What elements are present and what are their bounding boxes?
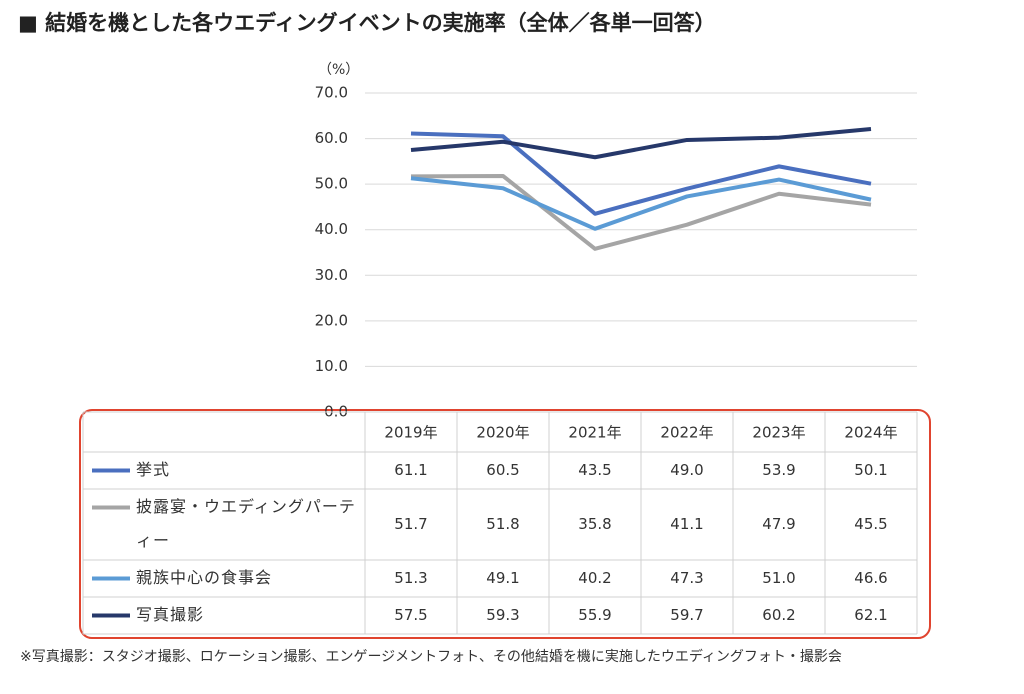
table-value: 46.6 — [854, 569, 887, 587]
table-value: 51.7 — [394, 515, 427, 533]
legend-label: 親族中心の食事会 — [136, 568, 273, 587]
series-line — [410, 176, 872, 231]
x-tick-label: 2020年 — [476, 424, 529, 442]
table-value: 51.8 — [486, 515, 519, 533]
x-tick-label: 2021年 — [568, 424, 621, 442]
table-value: 60.5 — [486, 461, 519, 479]
legend-cell: 親族中心の食事会 — [136, 568, 273, 587]
footnote: ※写真撮影：スタジオ撮影、ロケーション撮影、エンゲージメントフォト、その他結婚を… — [20, 648, 842, 665]
series-line — [410, 173, 872, 251]
y-tick-label: 30.0 — [315, 266, 348, 284]
y-tick-label: 60.0 — [315, 129, 348, 147]
legend-label: 披露宴・ウエディングパーティー — [136, 497, 356, 550]
legend-cell: 披露宴・ウエディングパーティー — [136, 497, 356, 550]
table-value: 61.1 — [394, 461, 427, 479]
y-axis-label: （%） — [318, 62, 359, 78]
y-tick-label: 20.0 — [315, 311, 348, 329]
table-value: 47.9 — [762, 515, 795, 533]
legend-cell: 写真撮影 — [136, 605, 205, 624]
table-value: 53.9 — [762, 461, 795, 479]
table-value: 43.5 — [578, 461, 611, 479]
table-value: 55.9 — [578, 606, 611, 624]
series-line — [410, 127, 872, 160]
legend-label: 挙式 — [136, 460, 171, 479]
highlight-frame — [79, 409, 931, 639]
table-value: 41.1 — [670, 515, 703, 533]
legend-label: 写真撮影 — [136, 605, 205, 624]
table-value: 59.3 — [486, 606, 519, 624]
y-tick-label: 70.0 — [315, 84, 348, 102]
table-value: 47.3 — [670, 569, 703, 587]
series-line — [410, 131, 872, 216]
chart-title: ■ 結婚を機とした各ウエディングイベントの実施率（全体／各単一回答） — [18, 11, 716, 35]
y-tick-label: 10.0 — [315, 357, 348, 375]
y-tick-label: 50.0 — [315, 175, 348, 193]
y-tick-label: 40.0 — [315, 220, 348, 238]
table-value: 51.0 — [762, 569, 795, 587]
table-value: 49.1 — [486, 569, 519, 587]
table-value: 50.1 — [854, 461, 887, 479]
table-value: 45.5 — [854, 515, 887, 533]
table-value: 51.3 — [394, 569, 427, 587]
table-value: 40.2 — [578, 569, 611, 587]
table-value: 49.0 — [670, 461, 703, 479]
x-tick-label: 2022年 — [660, 424, 713, 442]
table-value: 60.2 — [762, 606, 795, 624]
legend-cell: 挙式 — [136, 460, 171, 479]
table-value: 35.8 — [578, 515, 611, 533]
table-value: 59.7 — [670, 606, 703, 624]
x-tick-label: 2024年 — [844, 424, 897, 442]
x-tick-label: 2019年 — [384, 424, 437, 442]
x-tick-label: 2023年 — [752, 424, 805, 442]
table-value: 57.5 — [394, 606, 427, 624]
table-value: 62.1 — [854, 606, 887, 624]
